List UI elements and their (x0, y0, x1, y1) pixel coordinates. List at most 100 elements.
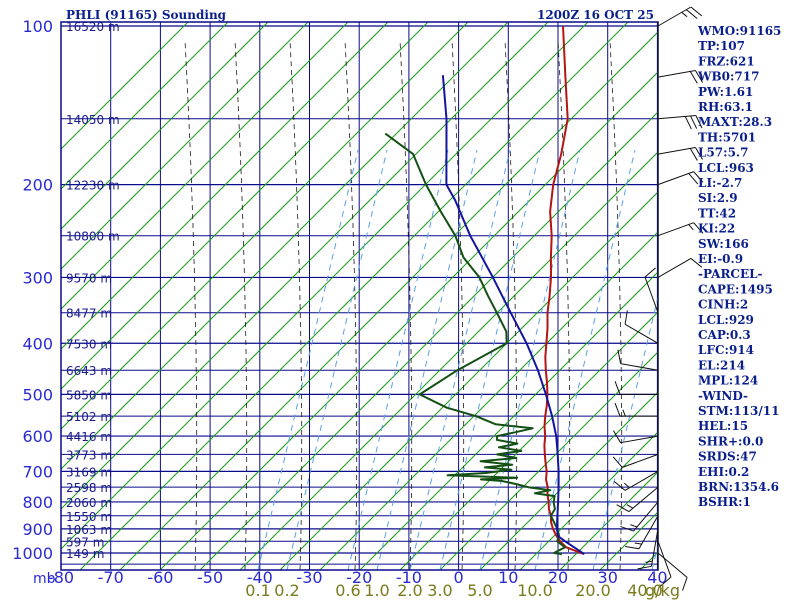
wind-barb-flag (693, 222, 704, 234)
wind-barb-flag (634, 542, 642, 545)
dry-adiabat-line (61, 22, 389, 350)
mixing-ratio-label: 0.2 (274, 581, 299, 600)
wind-barb-flag (684, 116, 692, 130)
height-label: 5850 m (66, 388, 112, 402)
height-label: 1063 m (66, 523, 112, 537)
pressure-tick-label: 1000 (12, 544, 53, 563)
mixing-ratio-line (479, 149, 581, 570)
moist-adiabat-line (557, 39, 571, 570)
temperature-tick-label: 20 (548, 568, 568, 587)
temperature-tick-label: -40 (247, 568, 273, 587)
height-label: 6643 m (66, 364, 112, 378)
height-label: 1550 m (66, 510, 112, 524)
dry-adiabat-line (61, 22, 549, 510)
mixing-ratio-line (347, 149, 449, 570)
series-temperature-line (543, 25, 585, 556)
dry-adiabat-line (159, 71, 658, 570)
dry-adiabat-line (61, 22, 229, 190)
wind-barb-flag (612, 430, 622, 443)
moist-adiabat-line (184, 39, 198, 570)
index-item: CAPE:1495 (698, 282, 773, 296)
index-item: LFC:914 (698, 343, 754, 357)
height-label: 3773 m (66, 448, 112, 462)
wind-barb-flag (681, 11, 688, 18)
index-item: L57:5.7 (698, 146, 748, 160)
dry-adiabat-line (61, 22, 349, 310)
mixing-ratio-line (409, 149, 511, 570)
wind-barb-flag (688, 224, 694, 231)
height-label: 149 m (66, 547, 104, 561)
height-label: 12230 m (66, 179, 120, 193)
temperature-tick-label: 0 (454, 568, 464, 587)
height-label: 9570 m (66, 271, 112, 285)
index-item: MPL:124 (698, 374, 758, 388)
index-item: WMO:91165 (697, 24, 781, 38)
temperature-tick-label: -30 (296, 568, 322, 587)
wind-barb-shaft (624, 470, 659, 491)
mixing-ratio-label: 2.0 (397, 581, 422, 600)
wind-barb-flag (623, 482, 631, 489)
wind-barb-flag (630, 524, 638, 528)
wind-barb-flag (614, 402, 621, 417)
wind-barb-shaft (624, 323, 659, 344)
height-label: 2598 m (66, 481, 112, 495)
temperature-tick-label: -60 (147, 568, 173, 587)
height-label: 5102 m (66, 410, 112, 424)
index-item: -PARCEL- (698, 267, 763, 281)
wind-barb-flag (616, 504, 630, 513)
wind-barb-shaft (644, 276, 659, 313)
pressure-tick-label: 800 (22, 493, 53, 512)
dry-adiabat-line (479, 391, 658, 570)
dry-adiabat-line (199, 111, 658, 570)
index-item: -WIND- (698, 389, 748, 403)
wind-barb-shaft (628, 486, 659, 512)
dry-adiabat-line (61, 22, 589, 550)
pressure-tick-label: 100 (22, 17, 53, 36)
sounding-profiles (384, 25, 585, 556)
wind-barb-flag (689, 148, 698, 161)
mixing-ratio-line (257, 149, 359, 570)
wind-barb-shaft (638, 515, 659, 549)
height-label: 2060 m (66, 496, 112, 510)
wind-barb-shaft (620, 435, 659, 444)
wind-barb-flag (613, 481, 626, 491)
wind-barb-flag (624, 310, 628, 325)
series-parcel-line (441, 75, 585, 555)
mixing-ratio-label: 3.0 (427, 581, 452, 600)
pressure-tick-label: 200 (22, 176, 53, 195)
wind-barb-flag (644, 267, 656, 278)
wind-barb-flag (660, 576, 672, 587)
wind-barb-flag (693, 171, 704, 183)
temperature-tick-label: 10 (498, 568, 518, 587)
mixing-ratio-label: 0.1 (245, 581, 270, 600)
moist-adiabat-line (609, 39, 623, 570)
index-item: SW:166 (698, 237, 749, 251)
station-title: PHLI (91165) Sounding (66, 8, 227, 22)
index-item: FRZ:621 (698, 54, 755, 68)
index-item: MAXT:28.3 (698, 115, 772, 129)
index-item: EHI:0.2 (698, 465, 749, 479)
mixing-ratio-line (439, 149, 541, 570)
mixing-ratio-line (376, 149, 478, 570)
index-item: HEL:15 (698, 419, 748, 433)
wind-barb-flag (625, 545, 640, 550)
mixing-ratio-label: 0.6 (335, 581, 360, 600)
dry-adiabat-line (519, 431, 658, 570)
index-item: TT:42 (698, 206, 736, 220)
temperature-tick-label: 30 (598, 568, 618, 587)
background-grid (61, 22, 658, 570)
wind-barb-shaft (657, 552, 688, 578)
wind-barb-shaft (657, 222, 694, 237)
moist-adiabat-line (234, 39, 248, 570)
index-item: EL:214 (698, 358, 745, 372)
wind-barb-flag (690, 115, 698, 129)
index-item: RH:63.1 (698, 100, 753, 114)
pressure-tick-label: 700 (22, 462, 53, 481)
temperature-tick-label: 40 (647, 568, 667, 587)
wind-barb-shaft (657, 114, 696, 120)
moist-adiabat-line (344, 39, 358, 570)
height-label: 4416 m (66, 430, 112, 444)
